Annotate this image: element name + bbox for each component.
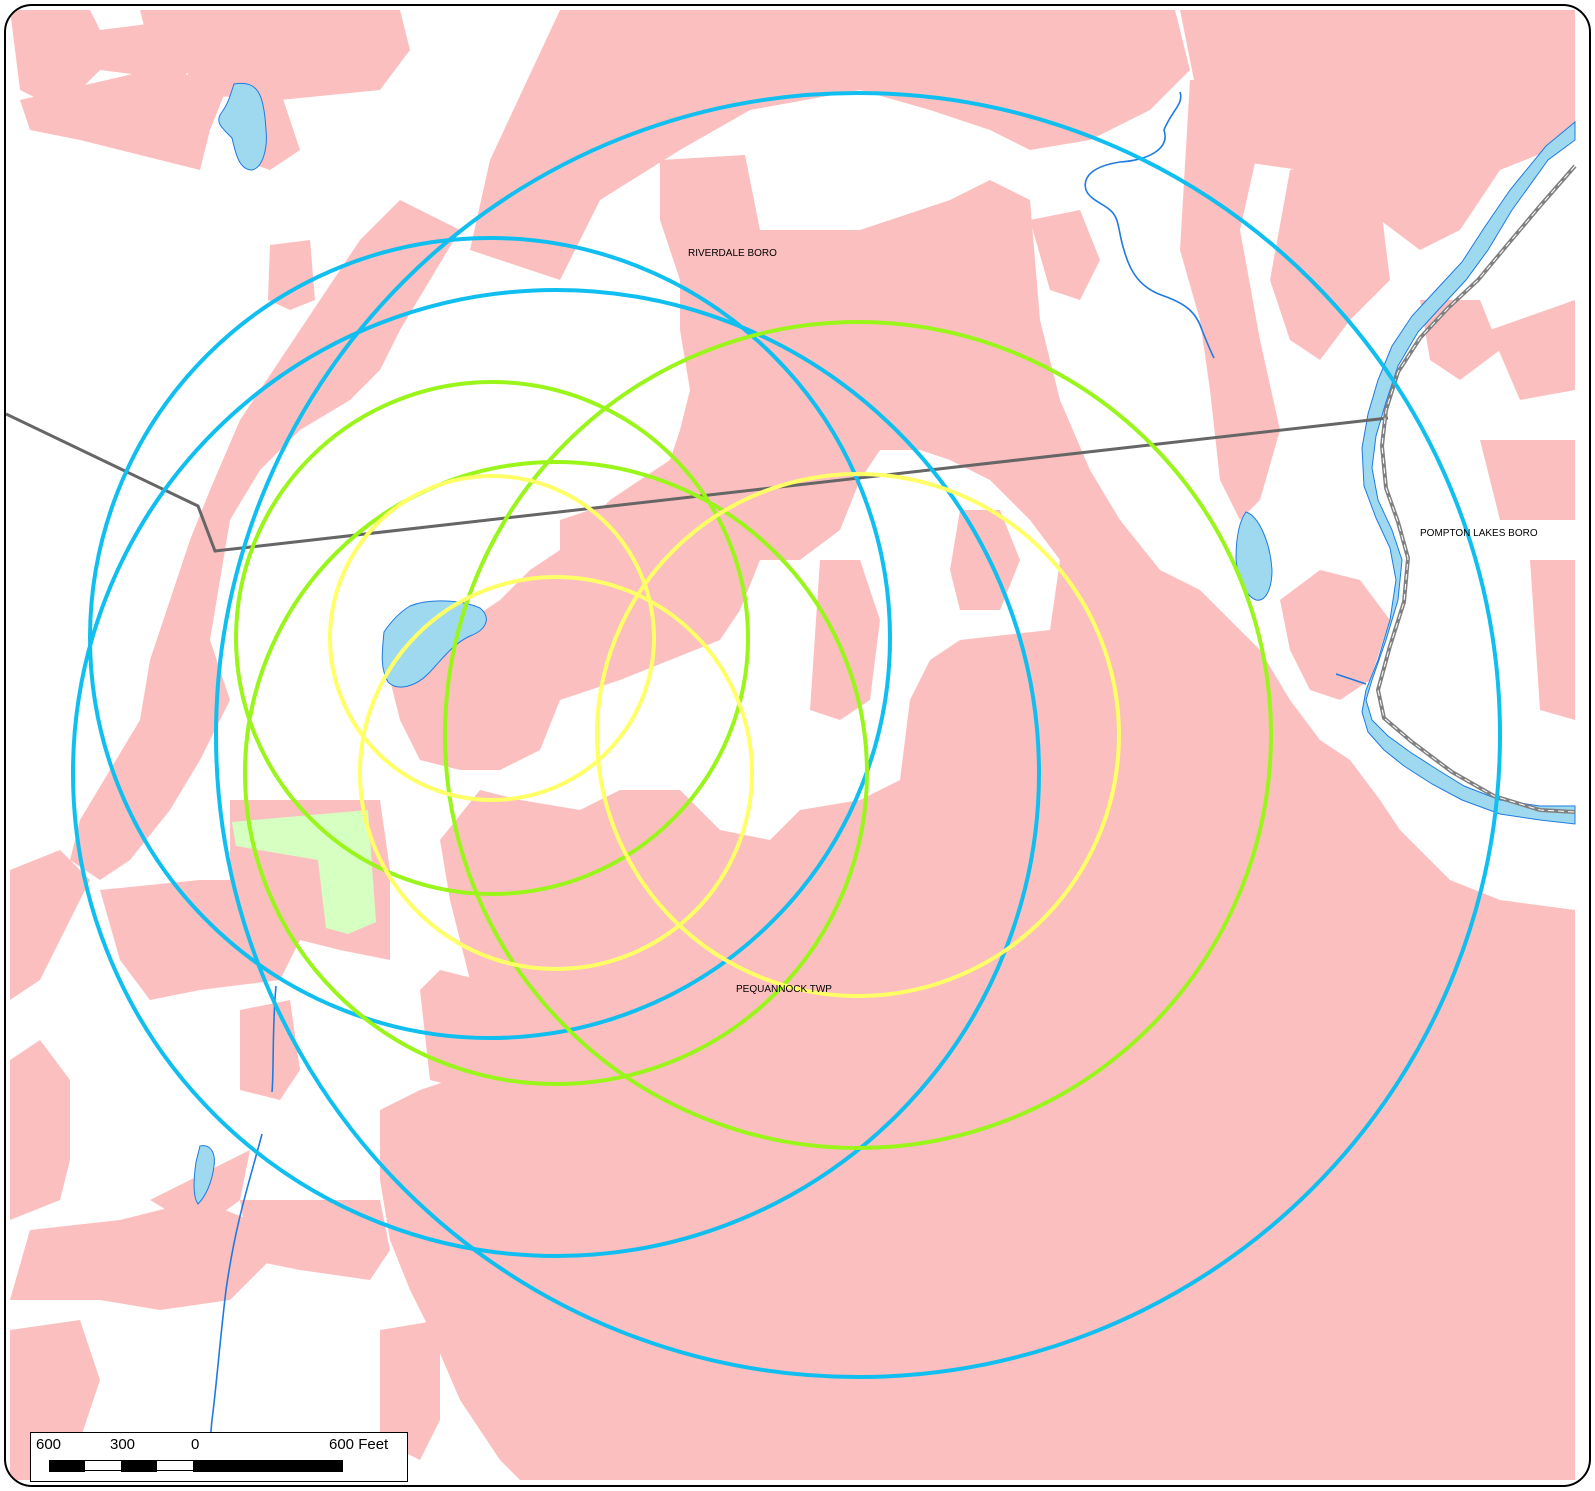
buffer-rings-inner xyxy=(328,472,1121,998)
land-parcel xyxy=(810,560,880,720)
land-parcel xyxy=(268,240,315,310)
land-parcel xyxy=(1180,10,1575,250)
ring-inner-a xyxy=(328,474,656,802)
scale-seg-4 xyxy=(157,1460,193,1471)
scale-seg-2 xyxy=(85,1460,121,1471)
scale-seg-1 xyxy=(49,1460,85,1472)
land-parcel xyxy=(1530,560,1575,720)
scale-tick-zero: 0 xyxy=(191,1436,200,1453)
label-pequannock-twp: PEQUANNOCK TWP xyxy=(736,984,832,995)
land-parcel xyxy=(1000,10,1180,80)
map-frame[interactable]: RIVERDALE BORO POMPTON LAKES BORO PEQUAN… xyxy=(4,4,1591,1487)
land-parcel xyxy=(1280,570,1390,700)
scale-seg-5 xyxy=(193,1460,343,1472)
scale-bar: 600 300 0 600 Feet xyxy=(30,1432,408,1482)
ring-middle-c xyxy=(443,320,1273,1150)
park-area xyxy=(232,810,376,934)
pond-east xyxy=(1235,511,1273,601)
ring-outer-a xyxy=(88,236,892,1040)
scale-tick-mid: 300 xyxy=(110,1436,136,1453)
land-parcel xyxy=(1490,300,1575,400)
ring-outer-c xyxy=(214,91,1502,1379)
pompton-river xyxy=(1361,120,1576,825)
land-parcel xyxy=(1420,300,1500,380)
stream xyxy=(1084,91,1215,359)
pond-south xyxy=(193,1145,215,1205)
land-parcel xyxy=(560,480,760,630)
label-pompton-lakes-boro: POMPTON LAKES BORO xyxy=(1420,528,1538,539)
ring-middle-b xyxy=(243,460,869,1086)
land-parcel xyxy=(10,850,90,1000)
label-riverdale-boro: RIVERDALE BORO xyxy=(688,248,777,259)
buffer-rings-middle xyxy=(234,320,1273,1150)
municipal-boundary xyxy=(6,412,1389,553)
land-parcel xyxy=(20,70,230,170)
scale-tick-left: 600 xyxy=(36,1436,62,1453)
land-parcel xyxy=(70,200,460,880)
land-parcel xyxy=(240,1000,300,1100)
ring-outer-b xyxy=(71,288,1041,1258)
land-parcel xyxy=(240,1200,390,1280)
ring-inner-c xyxy=(595,472,1121,998)
land-parcel xyxy=(1030,210,1100,300)
stream xyxy=(1335,673,1367,685)
land-parcel xyxy=(1180,80,1280,520)
pond-north xyxy=(218,82,267,171)
land-parcel xyxy=(10,1200,270,1310)
ring-inner-b xyxy=(358,575,754,971)
land-parcel xyxy=(1270,160,1390,360)
land-parcel xyxy=(10,1040,70,1220)
land-parcel xyxy=(950,510,1020,610)
land-parcel xyxy=(1480,440,1575,520)
scale-seg-3 xyxy=(121,1460,157,1472)
buffer-rings-outer xyxy=(71,91,1502,1379)
river-boundary-dash xyxy=(1377,165,1576,813)
land-parcel xyxy=(470,10,1190,280)
land-parcel xyxy=(380,1320,440,1460)
map-canvas[interactable] xyxy=(6,6,1589,1485)
scale-tick-right: 600 Feet xyxy=(329,1436,389,1453)
ring-middle-a xyxy=(234,380,750,896)
